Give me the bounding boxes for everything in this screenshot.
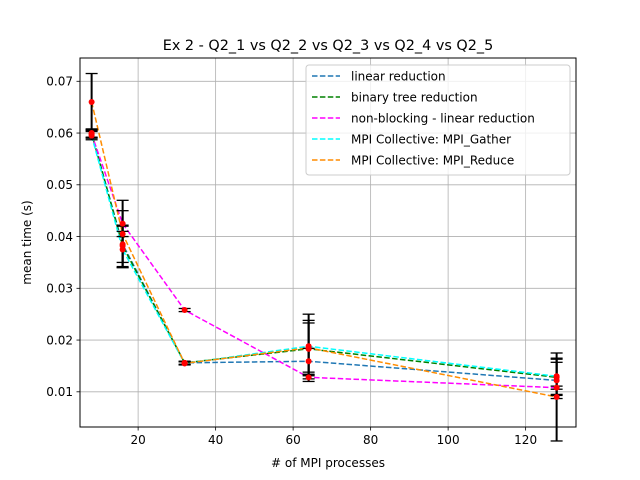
data-point xyxy=(305,374,312,381)
x-tick-label: 40 xyxy=(208,433,223,447)
data-point xyxy=(181,307,188,314)
x-axis: 20 40 60 80 100 120 xyxy=(130,427,537,447)
legend-entry: non-blocking - linear reduction xyxy=(351,111,535,125)
data-point xyxy=(88,98,95,105)
y-tick-label: 0.03 xyxy=(46,282,73,296)
chart-title: Ex 2 - Q2_1 vs Q2_2 vs Q2_3 vs Q2_4 vs Q… xyxy=(163,38,494,54)
data-point xyxy=(119,246,126,253)
legend-box xyxy=(305,64,571,176)
data-point xyxy=(305,358,312,365)
y-tick-label: 0.06 xyxy=(46,126,73,140)
y-tick-label: 0.05 xyxy=(46,178,73,192)
legend-entry: MPI Collective: MPI_Gather xyxy=(351,132,511,146)
data-point xyxy=(553,393,560,400)
x-tick-label: 20 xyxy=(130,433,145,447)
y-tick-label: 0.01 xyxy=(46,385,73,399)
data-point xyxy=(553,384,560,391)
y-axis-label: mean time (s) xyxy=(20,200,34,284)
plot-frame xyxy=(79,57,577,428)
data-point xyxy=(553,373,560,380)
legend-entry: MPI Collective: MPI_Reduce xyxy=(351,153,514,167)
data-point xyxy=(305,344,312,351)
x-tick-label: 60 xyxy=(285,433,300,447)
y-axis: 0.01 0.02 0.03 0.04 0.05 0.06 0.07 xyxy=(46,75,80,399)
x-tick-label: 100 xyxy=(437,433,460,447)
data-point xyxy=(119,220,126,227)
legend-entry: binary tree reduction xyxy=(351,90,478,104)
x-tick-label: 120 xyxy=(514,433,537,447)
y-tick-label: 0.04 xyxy=(46,230,73,244)
legend-entry: linear reduction xyxy=(351,69,446,83)
data-point xyxy=(88,132,95,139)
data-point xyxy=(181,360,188,367)
data-point xyxy=(119,230,126,237)
y-tick-label: 0.07 xyxy=(46,75,73,89)
data-markers xyxy=(88,98,560,400)
grid-lines xyxy=(80,58,576,427)
x-axis-label: # of MPI processes xyxy=(271,456,385,470)
y-tick-label: 0.02 xyxy=(46,333,73,347)
legend: linear reduction binary tree reduction non… xyxy=(305,64,571,176)
x-tick-label: 80 xyxy=(363,433,378,447)
